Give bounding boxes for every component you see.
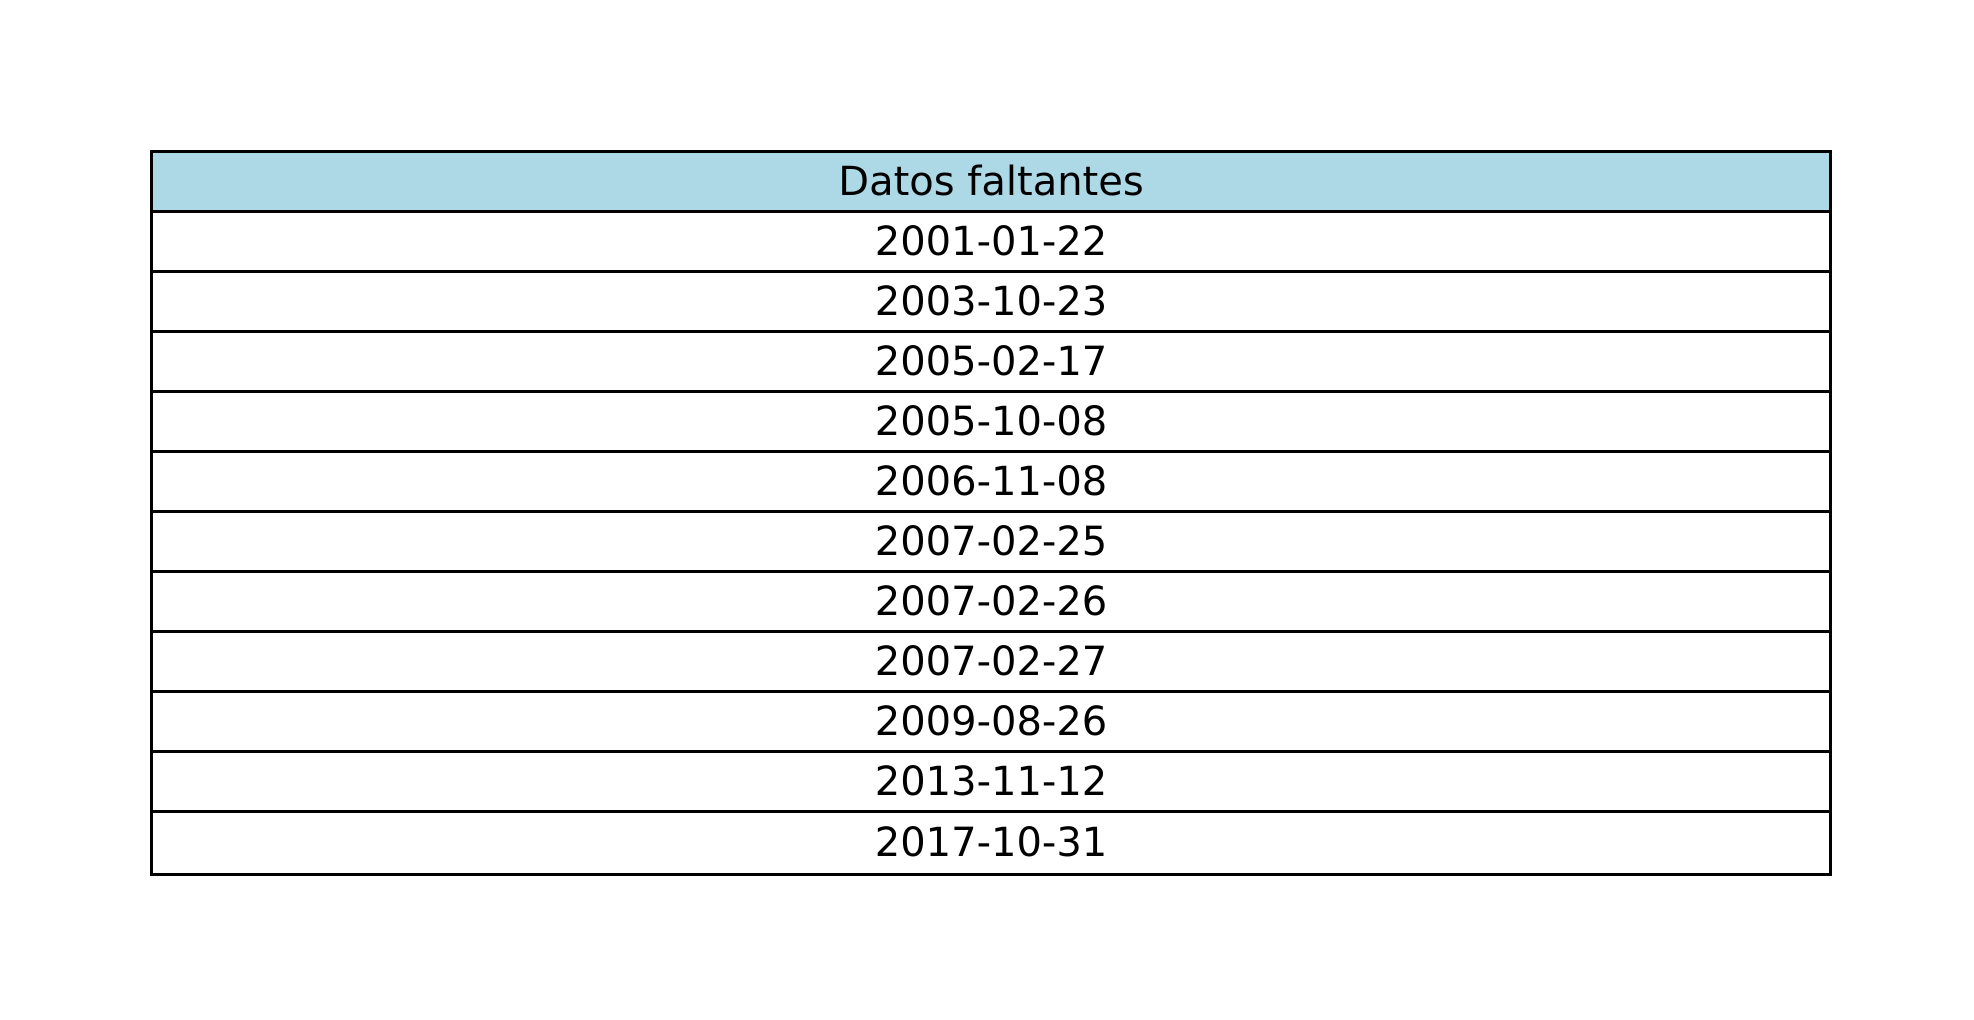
table-cell: 2007-02-27 [874,638,1108,685]
table-row: 2007-02-27 [153,633,1829,693]
table-row: 2005-10-08 [153,393,1829,453]
table-cell: 2013-11-12 [874,758,1108,805]
table-row: 2007-02-25 [153,513,1829,573]
column-header: Datos faltantes [838,158,1144,205]
table-row: 2006-11-08 [153,453,1829,513]
table-cell: 2009-08-26 [874,698,1108,745]
table-row: 2007-02-26 [153,573,1829,633]
table-row: 2013-11-12 [153,753,1829,813]
table-row: 2009-08-26 [153,693,1829,753]
table-row: 2005-02-17 [153,333,1829,393]
table-cell: 2001-01-22 [874,218,1108,265]
table-cell: 2017-10-31 [874,820,1108,866]
table-cell: 2003-10-23 [874,278,1108,325]
table-row: 2017-10-31 [153,813,1829,873]
table-header-row: Datos faltantes [153,153,1829,213]
missing-data-table: Datos faltantes 2001-01-22 2003-10-23 20… [150,150,1832,876]
table-cell: 2007-02-26 [874,578,1108,625]
table-cell: 2006-11-08 [874,458,1108,505]
table-row: 2001-01-22 [153,213,1829,273]
table-row: 2003-10-23 [153,273,1829,333]
table-cell: 2007-02-25 [874,518,1108,565]
table-cell: 2005-02-17 [874,338,1108,385]
table-cell: 2005-10-08 [874,398,1108,445]
